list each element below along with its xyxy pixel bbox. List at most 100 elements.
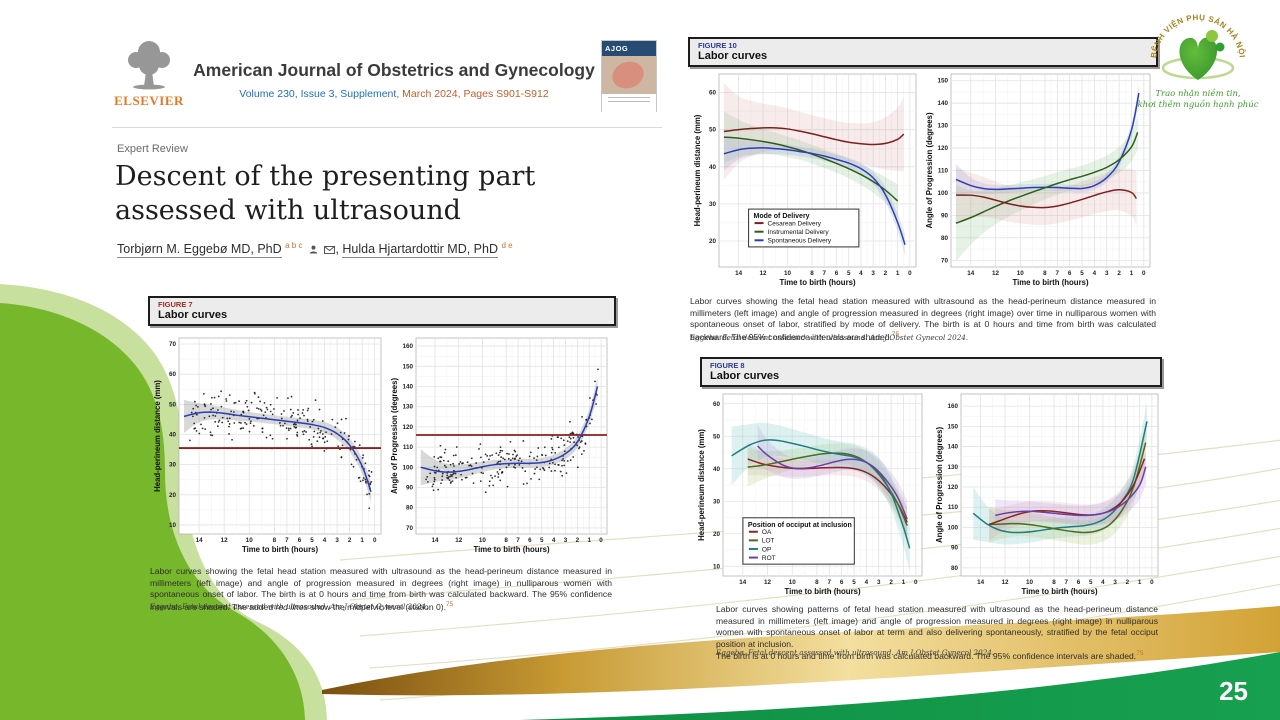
svg-text:7: 7 <box>516 537 520 544</box>
svg-text:70: 70 <box>941 257 949 264</box>
svg-text:OP: OP <box>762 546 771 553</box>
volume-date-pages: , March 2024, Pages S901-S912 <box>396 88 549 100</box>
svg-text:40: 40 <box>713 466 721 473</box>
figure8-header: FIGURE 8 Labor curves <box>700 357 1162 388</box>
svg-text:12: 12 <box>1002 579 1010 586</box>
svg-text:6: 6 <box>298 537 302 544</box>
svg-text:3: 3 <box>877 579 881 586</box>
svg-text:60: 60 <box>709 90 717 97</box>
svg-text:70: 70 <box>406 525 414 532</box>
svg-text:12: 12 <box>764 579 772 586</box>
svg-text:Angle of Progression (degrees): Angle of Progression (degrees) <box>390 378 399 495</box>
person-icon[interactable] <box>309 245 318 254</box>
svg-text:30: 30 <box>713 498 721 505</box>
svg-text:ROT: ROT <box>762 555 776 562</box>
svg-text:3: 3 <box>871 270 875 277</box>
journal-cover-footer <box>602 97 656 112</box>
envelope-icon[interactable] <box>324 246 336 255</box>
svg-text:30: 30 <box>169 462 177 469</box>
svg-text:160: 160 <box>947 403 958 410</box>
svg-text:7: 7 <box>285 537 289 544</box>
svg-text:Time to birth (hours): Time to birth (hours) <box>1021 587 1097 596</box>
svg-text:Time to birth (hours): Time to birth (hours) <box>242 545 318 554</box>
svg-text:30: 30 <box>709 201 717 208</box>
svg-text:12: 12 <box>221 537 229 544</box>
svg-text:8: 8 <box>815 579 819 586</box>
svg-text:0: 0 <box>914 579 918 586</box>
svg-text:100: 100 <box>937 190 948 197</box>
svg-text:1: 1 <box>587 537 591 544</box>
svg-text:Mode of Delivery: Mode of Delivery <box>754 213 810 220</box>
logo-dot-light <box>1206 30 1218 42</box>
svg-text:50: 50 <box>713 433 721 440</box>
green-bottom-band <box>520 652 1280 720</box>
svg-text:14: 14 <box>196 537 204 544</box>
svg-text:150: 150 <box>402 363 413 370</box>
svg-text:100: 100 <box>402 464 413 471</box>
svg-text:120: 120 <box>937 145 948 152</box>
svg-text:2: 2 <box>884 270 888 277</box>
svg-text:40: 40 <box>709 164 717 171</box>
hospital-tagline-1: Trao nhận niềm tin, <box>1155 89 1241 99</box>
svg-text:10: 10 <box>479 537 487 544</box>
svg-text:90: 90 <box>941 212 949 219</box>
svg-text:1: 1 <box>1138 579 1142 586</box>
author-affiliations: d e <box>501 241 513 250</box>
slide-page-number: 25 <box>1219 676 1248 706</box>
svg-text:10: 10 <box>246 537 254 544</box>
svg-text:4: 4 <box>1101 579 1105 586</box>
svg-text:3: 3 <box>1113 579 1117 586</box>
svg-text:10: 10 <box>1026 579 1034 586</box>
svg-text:0: 0 <box>1150 579 1154 586</box>
svg-text:130: 130 <box>937 123 948 130</box>
svg-text:5: 5 <box>540 537 544 544</box>
svg-text:90: 90 <box>951 545 959 552</box>
svg-text:6: 6 <box>1077 579 1081 586</box>
svg-text:110: 110 <box>403 444 414 451</box>
svg-text:8: 8 <box>504 537 508 544</box>
svg-text:1: 1 <box>896 270 900 277</box>
author-link-hjartardottir[interactable]: Hulda Hjartardottir MD, PhD <box>342 242 498 259</box>
hospital-tagline-2: khơi thêm nguồn hạnh phúc <box>1137 99 1259 110</box>
svg-text:60: 60 <box>713 401 721 408</box>
svg-text:1: 1 <box>360 537 364 544</box>
svg-text:80: 80 <box>951 565 959 572</box>
svg-text:20: 20 <box>713 531 721 538</box>
svg-text:3: 3 <box>335 537 339 544</box>
svg-text:1: 1 <box>902 579 906 586</box>
volume-issue-link[interactable]: Volume 230, Issue 3, Supplement <box>239 88 397 100</box>
elsevier-tree-icon <box>128 41 170 90</box>
svg-text:LOT: LOT <box>762 538 775 545</box>
article-category: Expert Review <box>117 143 188 155</box>
figure10-header: FIGURE 10 Labor curves <box>688 37 1158 68</box>
svg-text:Instrumental Delivery: Instrumental Delivery <box>768 229 830 236</box>
figure8-label: FIGURE 8 <box>710 361 745 370</box>
svg-text:10: 10 <box>1017 270 1025 277</box>
figure8-title: Labor curves <box>710 370 780 382</box>
svg-text:8: 8 <box>1043 270 1047 277</box>
figure7-title: Labor curves <box>158 309 228 321</box>
svg-text:80: 80 <box>941 235 949 242</box>
figure8-attribution: Eggebø. Fetal descent assessed with ultr… <box>716 648 995 657</box>
svg-text:12: 12 <box>760 270 768 277</box>
svg-text:110: 110 <box>938 168 949 175</box>
journal-cover-masthead: AJOG <box>602 41 656 56</box>
figure7-header: FIGURE 7 Labor curves <box>148 296 616 327</box>
svg-text:100: 100 <box>947 524 958 531</box>
svg-text:140: 140 <box>402 383 413 390</box>
svg-text:0: 0 <box>1142 270 1146 277</box>
svg-text:1: 1 <box>1130 270 1134 277</box>
svg-text:Time to birth (hours): Time to birth (hours) <box>473 545 549 554</box>
author-affiliations: a b c <box>285 241 303 250</box>
svg-text:60: 60 <box>169 371 177 378</box>
elsevier-logo: ELSEVIER <box>112 38 186 109</box>
svg-text:10: 10 <box>789 579 797 586</box>
logo-dot-dark <box>1215 42 1225 52</box>
author-link-eggebo[interactable]: Torbjørn M. Eggebø MD, PhD <box>117 242 282 259</box>
svg-text:14: 14 <box>431 537 439 544</box>
svg-text:80: 80 <box>406 505 414 512</box>
svg-text:4: 4 <box>859 270 863 277</box>
svg-text:Time to birth (hours): Time to birth (hours) <box>779 278 855 287</box>
svg-text:10: 10 <box>169 522 177 529</box>
